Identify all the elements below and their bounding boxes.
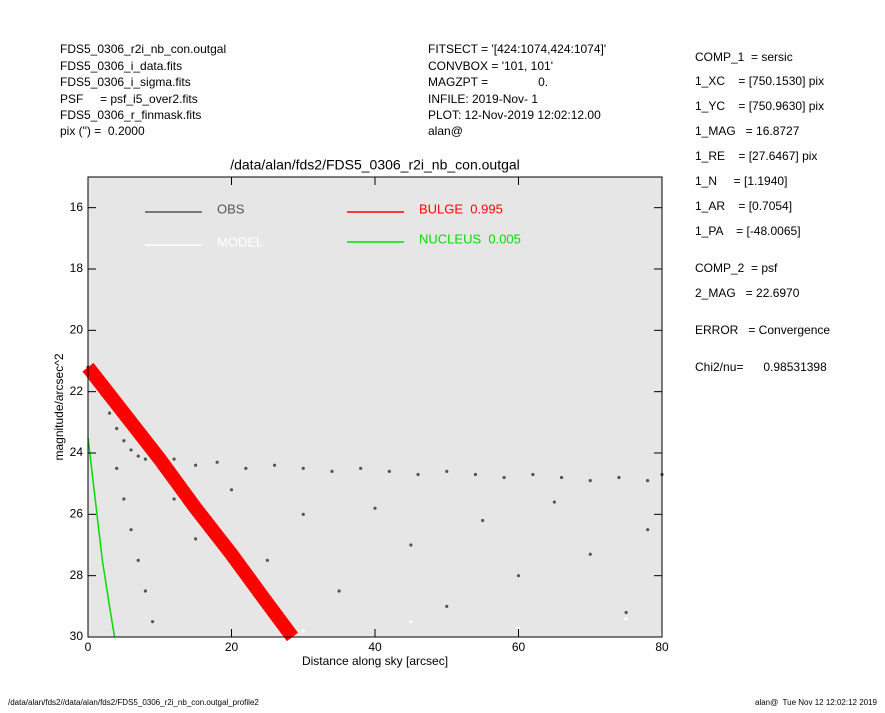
data-point xyxy=(172,497,176,501)
data-point xyxy=(373,506,377,510)
data-point xyxy=(473,472,478,477)
x-tick-label: 60 xyxy=(512,640,526,654)
header-left-line: FDS5_0306_r2i_nb_con.outgal xyxy=(60,42,226,56)
data-point xyxy=(194,463,198,467)
data-point xyxy=(272,463,277,467)
data-point xyxy=(301,466,305,470)
legend-label: BULGE 0.995 xyxy=(419,201,503,216)
header-center-line: INFILE: 2019-Nov- 1 xyxy=(428,92,538,106)
y-tick-label: 26 xyxy=(70,507,84,521)
data-point xyxy=(409,543,413,547)
legend-label: OBS xyxy=(217,201,245,216)
header-center-line: MAGZPT = 0. xyxy=(428,75,548,89)
model-line xyxy=(87,437,116,638)
data-point xyxy=(624,610,628,615)
panel-line: COMP_1 = sersic xyxy=(695,50,793,64)
data-point xyxy=(172,457,176,461)
y-tick-label: 24 xyxy=(70,445,84,459)
y-tick-label: 18 xyxy=(70,261,84,275)
data-point xyxy=(301,512,305,516)
data-point xyxy=(387,469,391,473)
data-point xyxy=(122,439,126,443)
x-tick-label: 80 xyxy=(655,640,669,654)
data-point xyxy=(129,528,133,532)
data-point xyxy=(107,411,112,415)
panel-line: 1_N = [1.1940] xyxy=(695,174,787,188)
data-point xyxy=(359,466,363,470)
data-point xyxy=(143,589,147,593)
data-point xyxy=(409,620,413,624)
chart-title: /data/alan/fds2/FDS5_0306_r2i_nb_con.out… xyxy=(230,157,520,173)
header-left-line: FDS5_0306_i_data.fits xyxy=(60,59,182,73)
header-center-line: PLOT: 12-Nov-2019 12:02:12.00 xyxy=(428,108,601,122)
data-point xyxy=(150,620,155,624)
data-point xyxy=(445,469,449,473)
legend-label: NUCLEUS 0.005 xyxy=(419,231,521,246)
data-point xyxy=(330,469,334,473)
footer-left: /data/alan/fds2//data/alan/fds2/FDS5_030… xyxy=(8,698,259,707)
data-point xyxy=(136,558,140,562)
header-left-line: FDS5_0306_i_sigma.fits xyxy=(60,75,191,89)
data-point xyxy=(337,589,341,593)
data-point xyxy=(115,426,119,431)
y-tick-label: 22 xyxy=(70,384,84,398)
header-center-line: FITSECT = '[424:1074,424:1074]' xyxy=(428,42,606,56)
y-axis-label: magnitude/arcsec^2 xyxy=(52,353,66,460)
header-left-line: pix (") = 0.2000 xyxy=(60,124,145,138)
data-point xyxy=(516,626,521,630)
panel-line: 1_PA = [-48.0065] xyxy=(695,224,801,238)
header-center-line: CONVBOX = '101, 101' xyxy=(428,59,553,73)
data-point xyxy=(244,466,248,470)
panel-line: 1_RE = [27.6467] pix xyxy=(695,149,817,163)
data-point xyxy=(481,518,485,523)
legend-label: MODEL xyxy=(217,234,263,249)
data-point xyxy=(588,552,592,556)
x-tick-label: 40 xyxy=(368,640,382,654)
data-point xyxy=(136,454,140,458)
data-point xyxy=(646,528,650,532)
data-point xyxy=(143,457,147,461)
panel-line: 1_YC = [750.9630] pix xyxy=(695,99,824,113)
data-point xyxy=(588,479,592,483)
data-point xyxy=(416,472,420,477)
y-tick-label: 20 xyxy=(70,323,84,337)
data-point xyxy=(445,604,449,608)
header-left-line: FDS5_0306_r_finmask.fits xyxy=(60,108,201,122)
y-tick-label: 28 xyxy=(70,568,84,582)
header-center-line: alan@ xyxy=(428,124,463,138)
header-left-line: PSF = psf_i5_over2.fits xyxy=(60,92,198,106)
y-tick-label: 30 xyxy=(70,629,84,643)
data-point xyxy=(617,475,621,480)
x-axis-label: Distance along sky [arcsec] xyxy=(302,654,448,668)
data-point xyxy=(122,497,126,501)
panel-line: 1_XC = [750.1530] pix xyxy=(695,74,824,88)
y-tick-label: 16 xyxy=(70,200,84,214)
data-point xyxy=(215,460,219,464)
x-tick-label: 20 xyxy=(225,640,239,654)
data-point xyxy=(624,617,628,621)
data-point xyxy=(194,537,198,541)
data-point xyxy=(516,574,521,578)
panel-line: COMP_2 = psf xyxy=(695,261,778,275)
panel-line: ERROR = Convergence xyxy=(695,323,830,337)
data-point xyxy=(129,448,133,452)
panel-line: 1_MAG = 16.8727 xyxy=(695,124,800,138)
data-point xyxy=(646,479,650,483)
panel-line: 2_MAG = 22.6970 xyxy=(695,286,800,300)
panel-line: 1_AR = [0.7054] xyxy=(695,199,792,213)
data-point xyxy=(301,629,305,633)
panel-line: Chi2/nu= 0.98531398 xyxy=(695,360,827,374)
footer-right: alan@ Tue Nov 12 12:02:12 2019 xyxy=(755,698,878,707)
data-point xyxy=(531,472,535,477)
data-point xyxy=(552,500,556,504)
model-band xyxy=(82,362,299,642)
data-point xyxy=(229,488,234,492)
data-point xyxy=(502,475,506,480)
data-point xyxy=(265,558,269,562)
plot-area xyxy=(88,177,662,637)
data-point xyxy=(559,475,564,480)
data-point xyxy=(115,466,119,470)
x-tick-label: 0 xyxy=(85,640,92,654)
